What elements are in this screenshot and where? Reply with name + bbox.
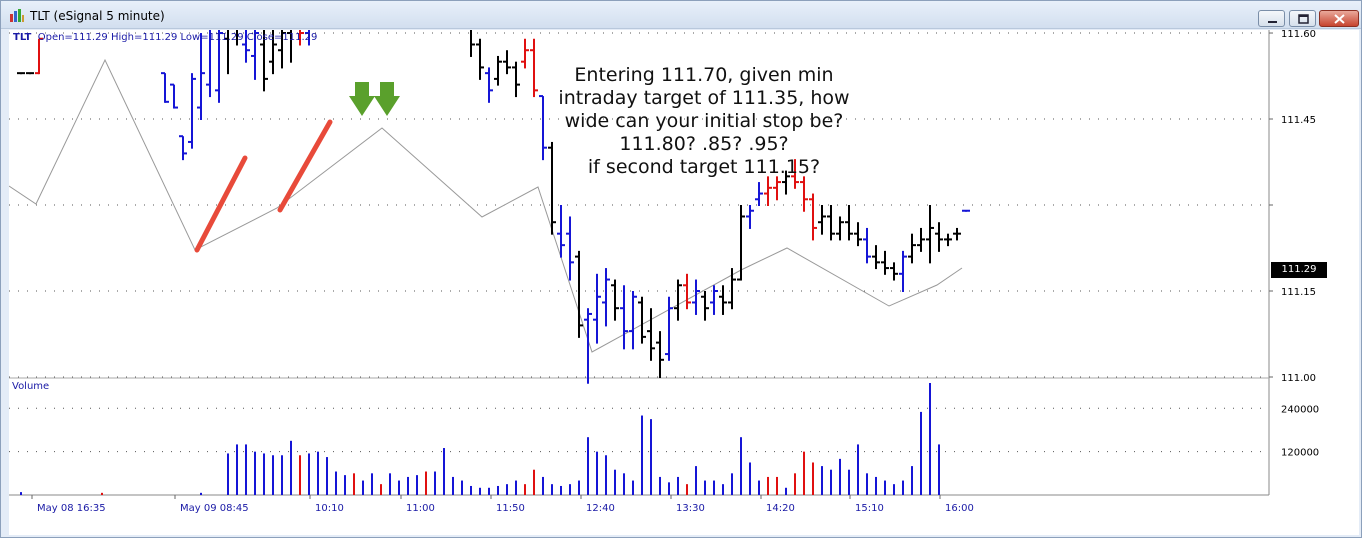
- down-arrow-icon: [374, 82, 400, 116]
- window-title: TLT (eSignal 5 minute): [30, 9, 165, 23]
- annotation-line: intraday target of 111.35, how: [558, 87, 850, 109]
- annotation-line: 111.80? .85? .95?: [619, 133, 789, 155]
- volume-axis-label: 240000: [1281, 404, 1319, 415]
- close-icon: [1334, 14, 1345, 24]
- chart-area[interactable]: 112.05111.90111.75111.60111.45111.15111.…: [9, 30, 1359, 535]
- trend-line: [194, 155, 248, 253]
- time-axis-label: May 09 08:45: [180, 503, 249, 514]
- down-arrow-icon: [349, 82, 375, 116]
- chart-app-icon: [10, 9, 24, 22]
- annotation-line: Entering 111.70, given min: [574, 64, 834, 86]
- time-axis-label: 10:10: [315, 503, 344, 514]
- time-axis-label: 11:00: [406, 503, 435, 514]
- close-button[interactable]: [1319, 10, 1359, 27]
- annotation-line: wide can your initial stop be?: [564, 110, 844, 132]
- time-axis-label: 11:50: [496, 503, 525, 514]
- time-axis-label: 12:40: [586, 503, 615, 514]
- price-axis-label: 111.45: [1281, 115, 1316, 126]
- time-axis-label: 14:20: [766, 503, 795, 514]
- price-chart[interactable]: 112.05111.90111.75111.60111.45111.15111.…: [9, 30, 1359, 535]
- price-axis-label: 111.15: [1281, 287, 1316, 298]
- restore-icon: [1298, 14, 1309, 24]
- trend-line: [277, 119, 333, 213]
- minimize-icon: [1268, 21, 1277, 23]
- title-bar[interactable]: TLT (eSignal 5 minute): [1, 1, 1361, 29]
- time-axis-label: 15:10: [855, 503, 884, 514]
- annotation-line: if second target 111.15?: [587, 156, 821, 178]
- time-axis-label: 13:30: [676, 503, 705, 514]
- symbol-label: TLT: [13, 32, 32, 43]
- ohlc-header: TLT Open=111.29 High=111.29 Low=111.29 C…: [13, 32, 317, 43]
- last-price-tag: 111.29: [1271, 262, 1327, 278]
- time-axis-label: May 08 16:35: [37, 503, 106, 514]
- ohlc-values: Open=111.29 High=111.29 Low=111.29 Close…: [37, 32, 318, 43]
- price-axis-label: 111.00: [1281, 373, 1316, 384]
- volume-panel-label: Volume: [12, 381, 50, 392]
- restore-button[interactable]: [1289, 10, 1316, 27]
- annotation-text: Entering 111.70, given min intraday targ…: [529, 64, 879, 179]
- zigzag-line: [9, 58, 963, 353]
- time-axis-label: 16:00: [945, 503, 974, 514]
- price-axis-label: 111.60: [1281, 30, 1316, 40]
- volume-axis-label: 120000: [1281, 448, 1319, 459]
- minimize-button[interactable]: [1258, 10, 1285, 27]
